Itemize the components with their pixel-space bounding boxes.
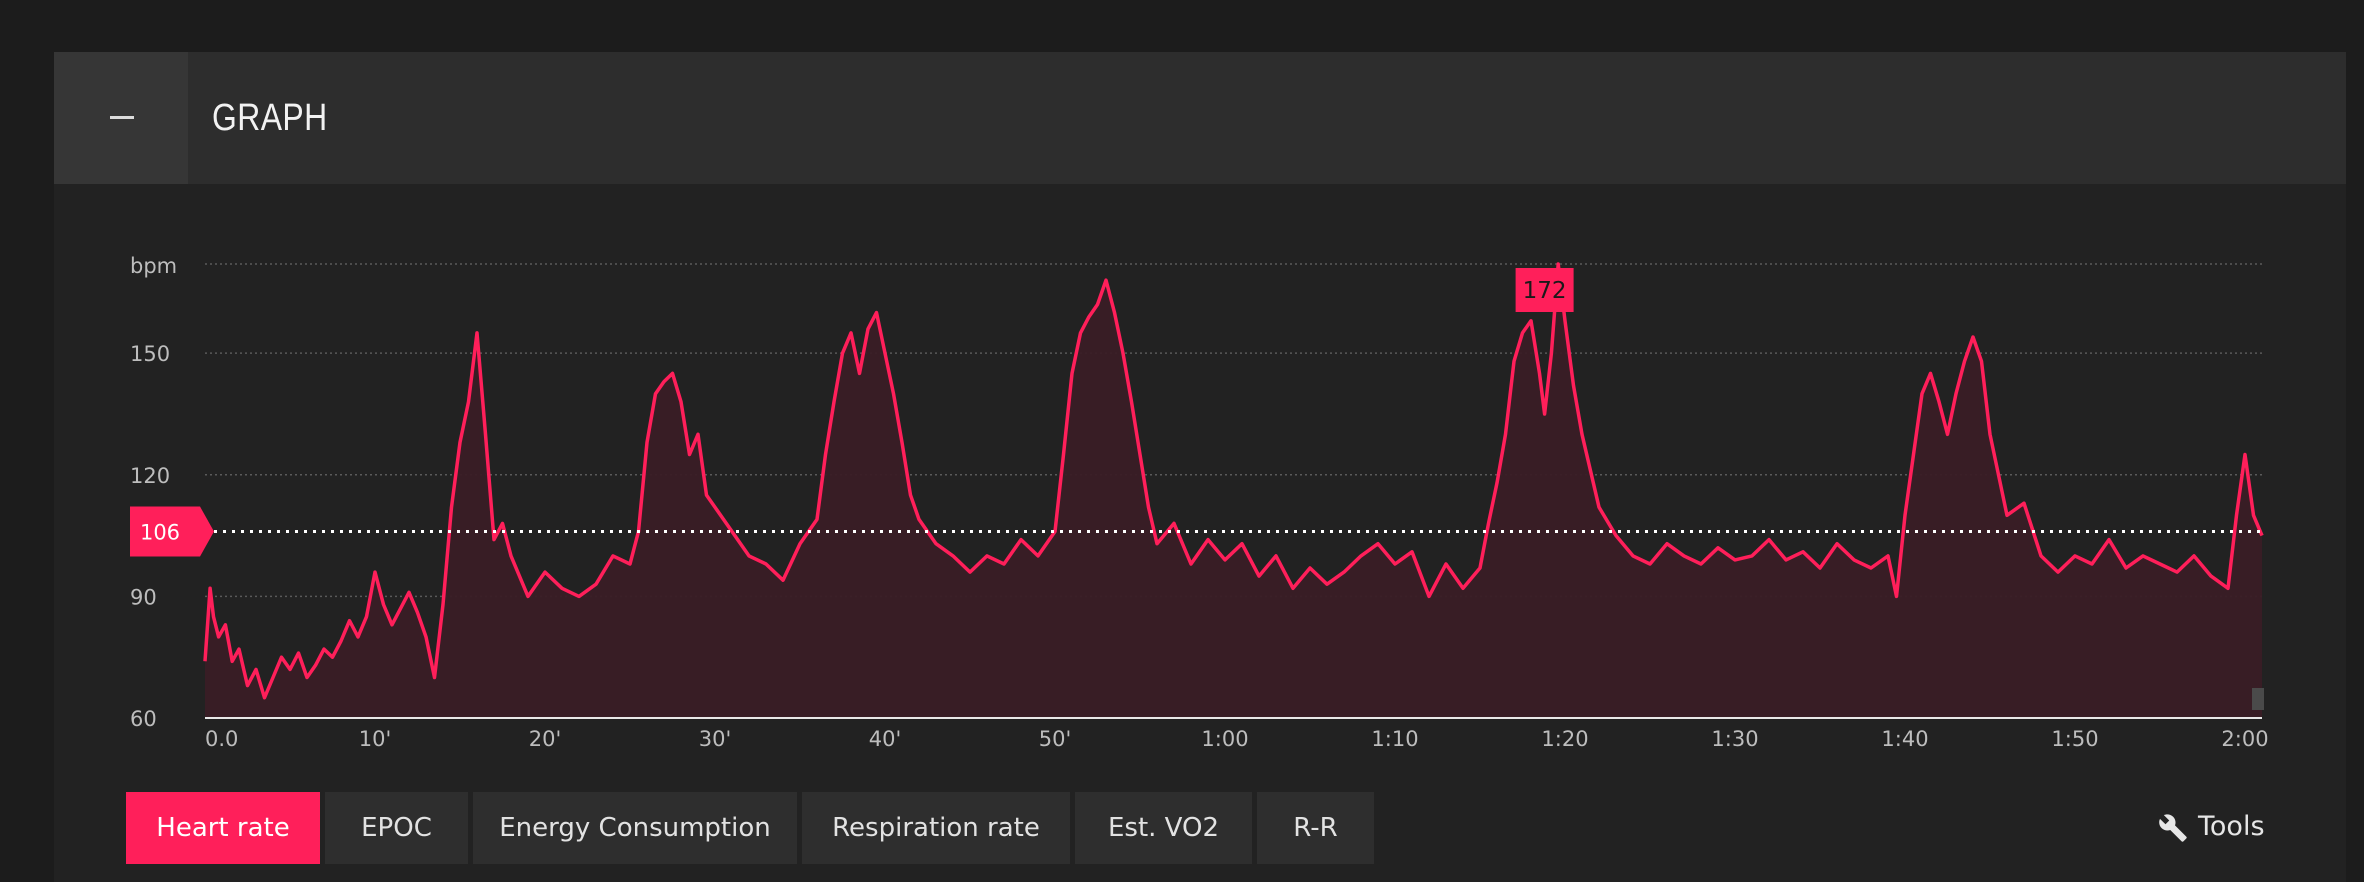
x-tick-label: 10' <box>359 727 392 751</box>
tab-r-r[interactable]: R-R <box>1257 792 1374 864</box>
x-tick-label: 50' <box>1039 727 1072 751</box>
x-tick-label: 40' <box>869 727 902 751</box>
tab-respiration-rate[interactable]: Respiration rate <box>802 792 1070 864</box>
x-tick-label: 1:20 <box>1541 727 1588 751</box>
y-tick-label: 60 <box>130 707 157 731</box>
tools-label: Tools <box>2198 811 2265 842</box>
panel-header: GRAPH <box>54 52 2346 184</box>
x-tick-label: 1:30 <box>1711 727 1758 751</box>
collapse-button[interactable] <box>54 52 188 184</box>
average-badge <box>130 506 214 557</box>
y-tick-label: 150 <box>130 342 170 366</box>
y-tick-label: 120 <box>130 464 170 488</box>
y-tick-label: 90 <box>130 585 157 609</box>
tab-epoc[interactable]: EPOC <box>325 792 468 864</box>
panel-title: GRAPH <box>212 97 328 139</box>
series-area <box>205 264 2262 718</box>
tab-energy-consumption[interactable]: Energy Consumption <box>473 792 797 864</box>
minus-icon <box>110 116 134 119</box>
x-tick-label: 1:50 <box>2051 727 2098 751</box>
x-tick-label: 2:00 <box>2221 727 2268 751</box>
x-tick-label: 1:00 <box>1201 727 1248 751</box>
peak-value-label: 172 <box>1523 278 1567 304</box>
scroll-handle <box>2252 688 2264 710</box>
tab-heart-rate[interactable]: Heart rate <box>126 792 320 864</box>
x-tick-label: 1:10 <box>1371 727 1418 751</box>
x-tick-label: 0.0 <box>205 727 238 751</box>
y-axis-label: bpm <box>130 254 177 278</box>
x-tick-label: 30' <box>699 727 732 751</box>
peak-badge <box>1515 268 1574 312</box>
x-tick-label: 20' <box>529 727 562 751</box>
series-line <box>203 262 2264 700</box>
x-tick-label: 1:40 <box>1881 727 1928 751</box>
tab-est-vo2[interactable]: Est. VO2 <box>1075 792 1252 864</box>
average-value-label: 106 <box>140 521 180 545</box>
wrench-icon <box>2159 814 2187 842</box>
